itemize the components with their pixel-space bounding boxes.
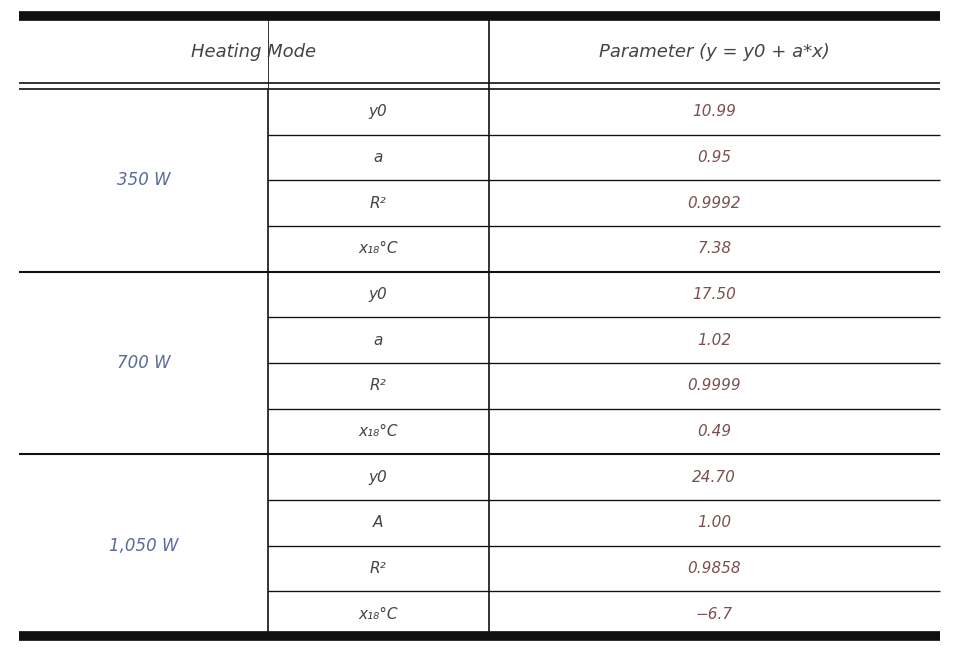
Text: a: a: [374, 150, 383, 165]
Text: Heating Mode: Heating Mode: [192, 43, 316, 61]
Text: 0.9858: 0.9858: [688, 561, 741, 576]
Text: R²: R²: [370, 378, 386, 393]
Text: 17.50: 17.50: [692, 287, 737, 302]
Text: 1,050 W: 1,050 W: [108, 537, 178, 555]
Text: 0.9999: 0.9999: [688, 378, 741, 393]
Text: −6.7: −6.7: [695, 607, 733, 622]
Text: x₁₈°C: x₁₈°C: [359, 424, 398, 439]
Text: 1.02: 1.02: [697, 333, 732, 348]
Text: 0.95: 0.95: [697, 150, 732, 165]
Text: 350 W: 350 W: [117, 171, 171, 189]
Text: a: a: [374, 333, 383, 348]
Text: x₁₈°C: x₁₈°C: [359, 607, 398, 622]
Text: 7.38: 7.38: [697, 241, 732, 256]
Text: 0.49: 0.49: [697, 424, 732, 439]
Text: R²: R²: [370, 196, 386, 211]
Text: y0: y0: [369, 287, 387, 302]
Text: y0: y0: [369, 104, 387, 119]
Text: 700 W: 700 W: [117, 354, 171, 372]
Text: Parameter (y = y0 + a*x): Parameter (y = y0 + a*x): [598, 43, 830, 61]
Text: 10.99: 10.99: [692, 104, 737, 119]
Text: 24.70: 24.70: [692, 469, 737, 484]
Text: x₁₈°C: x₁₈°C: [359, 241, 398, 256]
Text: 1.00: 1.00: [697, 515, 732, 530]
Text: R²: R²: [370, 561, 386, 576]
Text: 0.9992: 0.9992: [688, 196, 741, 211]
Text: y0: y0: [369, 469, 387, 484]
Text: A: A: [373, 515, 384, 530]
